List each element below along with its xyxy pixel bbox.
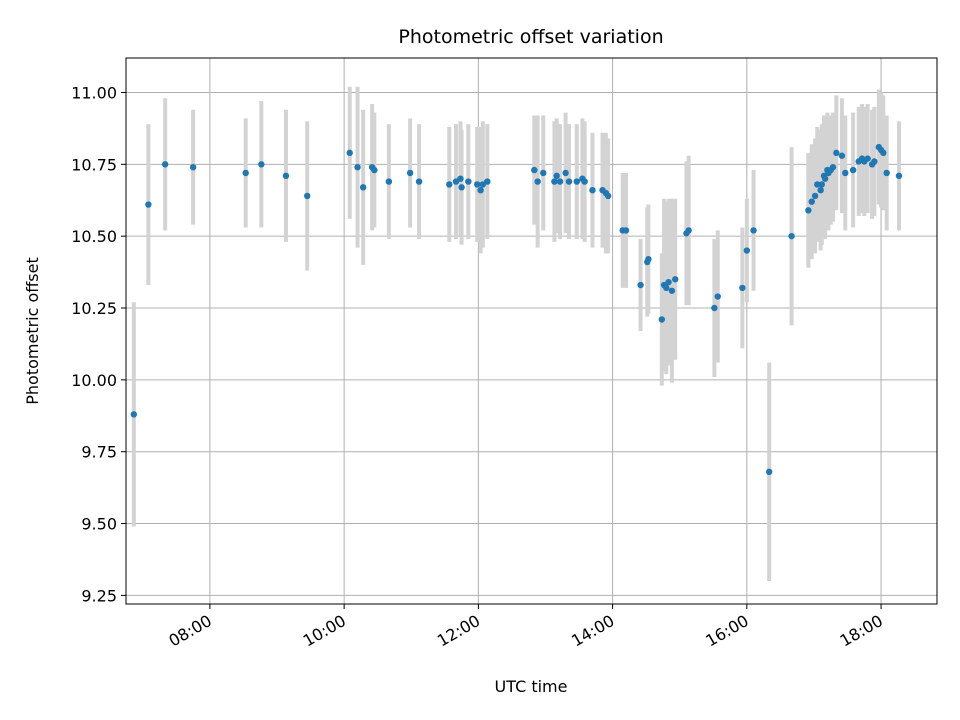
data-point	[672, 276, 679, 283]
plot-area-frame	[125, 57, 938, 605]
data-point	[474, 181, 481, 188]
data-point	[871, 158, 878, 165]
data-point	[668, 287, 676, 294]
y-axis-ticks: 9.25 9.50 9.75 10.00 10.25 10.50 10.75 11.00	[71, 83, 126, 605]
data-point	[811, 192, 819, 200]
data-point	[534, 178, 541, 185]
data-point	[415, 178, 423, 185]
x-tick-label: 16:00	[702, 611, 751, 651]
data-point	[743, 247, 751, 254]
data-point	[359, 184, 367, 191]
data-point	[161, 161, 169, 168]
data-point	[346, 149, 353, 157]
data-point	[685, 227, 692, 234]
data-point	[531, 166, 538, 174]
data-point	[805, 207, 812, 214]
data-point	[637, 281, 644, 289]
data-point	[838, 152, 846, 159]
data-point	[711, 304, 718, 312]
data-point	[739, 284, 746, 292]
data-point	[258, 161, 265, 168]
data-point	[354, 164, 361, 171]
data-points	[130, 143, 903, 476]
data-point	[553, 172, 560, 180]
data-point	[130, 411, 138, 418]
data-point	[842, 169, 849, 177]
data-point	[817, 186, 824, 194]
data-point	[406, 169, 414, 177]
data-point	[821, 175, 829, 182]
x-axis-ticks: 08:00 10:00 12:00 14:00 16:00 18:00	[165, 604, 886, 651]
y-tick-label: 9.25	[81, 586, 117, 605]
data-point	[385, 178, 393, 185]
data-point	[484, 178, 491, 185]
y-tick-label: 11.00	[71, 83, 117, 102]
data-point	[145, 201, 152, 208]
data-point	[304, 192, 311, 200]
data-point	[371, 166, 378, 174]
data-point	[663, 284, 670, 292]
y-tick-label: 10.25	[71, 299, 117, 318]
data-point	[573, 178, 581, 185]
data-point	[604, 192, 612, 200]
error-bars	[131, 86, 901, 582]
data-point	[880, 149, 887, 157]
data-point	[788, 232, 795, 240]
data-point	[833, 149, 840, 157]
data-point	[665, 278, 672, 286]
y-axis-label: Photometric offset	[23, 257, 42, 405]
data-point	[465, 178, 472, 185]
data-point	[829, 164, 837, 171]
y-tick-label: 10.50	[71, 227, 117, 246]
data-point	[556, 178, 564, 185]
y-tick-label: 10.75	[71, 155, 117, 174]
data-point	[895, 172, 903, 180]
data-point	[562, 169, 569, 177]
data-point	[808, 198, 815, 205]
x-tick-label: 08:00	[165, 611, 214, 651]
data-point	[242, 169, 249, 177]
data-point	[581, 178, 588, 185]
y-tick-label: 10.00	[71, 371, 117, 390]
data-point	[714, 293, 721, 300]
data-point	[551, 178, 558, 185]
data-point	[645, 255, 652, 263]
data-point	[864, 155, 871, 162]
data-point	[446, 181, 453, 188]
x-tick-label: 18:00	[837, 611, 886, 651]
x-tick-label: 12:00	[434, 611, 483, 651]
data-point	[282, 172, 290, 180]
chart-title: Photometric offset variation	[398, 26, 663, 48]
data-point	[589, 186, 596, 194]
data-point	[814, 181, 821, 188]
data-point	[766, 468, 773, 476]
data-point	[565, 178, 573, 185]
data-point	[849, 166, 857, 174]
data-point	[750, 227, 757, 234]
data-point	[477, 186, 484, 194]
data-point	[189, 164, 197, 171]
data-point	[818, 181, 825, 188]
y-tick-label: 9.75	[81, 443, 117, 462]
data-point	[658, 316, 666, 323]
data-point	[883, 169, 890, 177]
y-tick-label: 9.50	[81, 515, 117, 534]
data-point	[540, 169, 547, 177]
data-point	[457, 175, 464, 182]
data-point	[458, 184, 465, 191]
x-tick-label: 10:00	[300, 611, 349, 651]
data-point	[622, 227, 630, 234]
x-tick-label: 14:00	[568, 611, 617, 651]
x-axis-label: UTC time	[495, 677, 568, 696]
